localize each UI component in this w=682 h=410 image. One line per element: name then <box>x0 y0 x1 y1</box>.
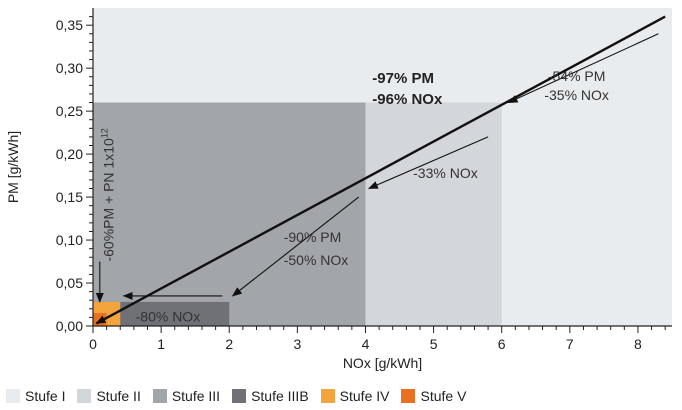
area-stufe-iii <box>93 102 366 326</box>
legend-label: Stufe IIIB <box>251 388 309 404</box>
legend-label: Stufe III <box>171 388 221 404</box>
annotation-a3-line: -33% NOx <box>413 165 478 181</box>
annotation-a2-line: -97% PM <box>372 70 434 87</box>
legend-item: Stufe III <box>152 388 221 404</box>
annotation-a1-line: -54% PM <box>548 68 606 84</box>
y-tick-label: 0,15 <box>56 189 83 205</box>
y-tick-label: 0,10 <box>56 232 83 248</box>
x-tick-label: 2 <box>225 336 233 352</box>
legend-swatch <box>6 389 20 403</box>
legend-swatch <box>401 389 416 403</box>
legend-label: Stufe IV <box>339 388 390 404</box>
legend: Stufe I Stufe II Stufe III Stufe IIIB Stufe … <box>6 388 478 404</box>
legend-swatch <box>152 389 167 403</box>
arrow-stufe3-to-3b <box>231 196 359 297</box>
y-tick-label: 0,25 <box>56 103 83 119</box>
y-axis-label: PM [g/kWh] <box>5 131 21 203</box>
y-tick-label: 0,20 <box>56 146 83 162</box>
annotation-a6: -60%PM + PN 1x1012 <box>99 128 116 261</box>
legend-swatch <box>320 389 335 403</box>
annotation-a1-line: -35% NOx <box>544 87 609 103</box>
x-axis-label: NOx [g/kWh] <box>343 355 422 371</box>
arrow-stufe2-to-3 <box>367 136 489 189</box>
annotation-a4-line: -50% NOx <box>284 252 349 268</box>
annotation-a4-line: -90% PM <box>284 229 342 245</box>
legend-swatch <box>77 389 92 403</box>
legend-item: Stufe I <box>6 388 65 404</box>
x-tick-label: 1 <box>157 336 165 352</box>
annotation-a5-line: -80% NOx <box>136 309 201 325</box>
legend-item: Stufe IIIB <box>232 388 309 404</box>
y-tick-label: 0,30 <box>56 60 83 76</box>
legend-item: Stufe IV <box>320 388 390 404</box>
y-tick-label: 0,05 <box>56 275 83 291</box>
annotation-a2-line: -96% NOx <box>372 91 443 108</box>
y-tick-label: 0,35 <box>56 17 83 33</box>
legend-item: Stufe V <box>401 388 466 404</box>
legend-label: Stufe V <box>420 388 467 404</box>
legend-label: Stufe II <box>96 388 141 404</box>
legend-item: Stufe II <box>77 388 141 404</box>
legend-swatch <box>232 389 247 403</box>
x-tick-label: 8 <box>634 336 642 352</box>
x-tick-label: 7 <box>566 336 574 352</box>
legend-label: Stufe I <box>25 388 66 404</box>
axes: 0 1 2 3 4 5 6 7 8 0,00 0,05 0,10 0,15 0,20 0,25 0,30 0,3… <box>56 8 672 352</box>
y-tick-label: 0,00 <box>56 318 83 334</box>
x-tick-label: 0 <box>89 336 97 352</box>
x-tick-label: 3 <box>293 336 301 352</box>
trend-line <box>95 15 666 325</box>
reduction-arrows <box>95 33 659 303</box>
x-tick-label: 4 <box>362 336 370 352</box>
x-tick-label: 5 <box>430 336 438 352</box>
annotations: -54% PM -35% NOx -97% PM -96% NOx -33% NOx -9… <box>99 68 608 325</box>
x-tick-label: 6 <box>498 336 506 352</box>
trend-line-group <box>95 15 666 325</box>
arrow-stufe1-to-2 <box>507 33 659 104</box>
